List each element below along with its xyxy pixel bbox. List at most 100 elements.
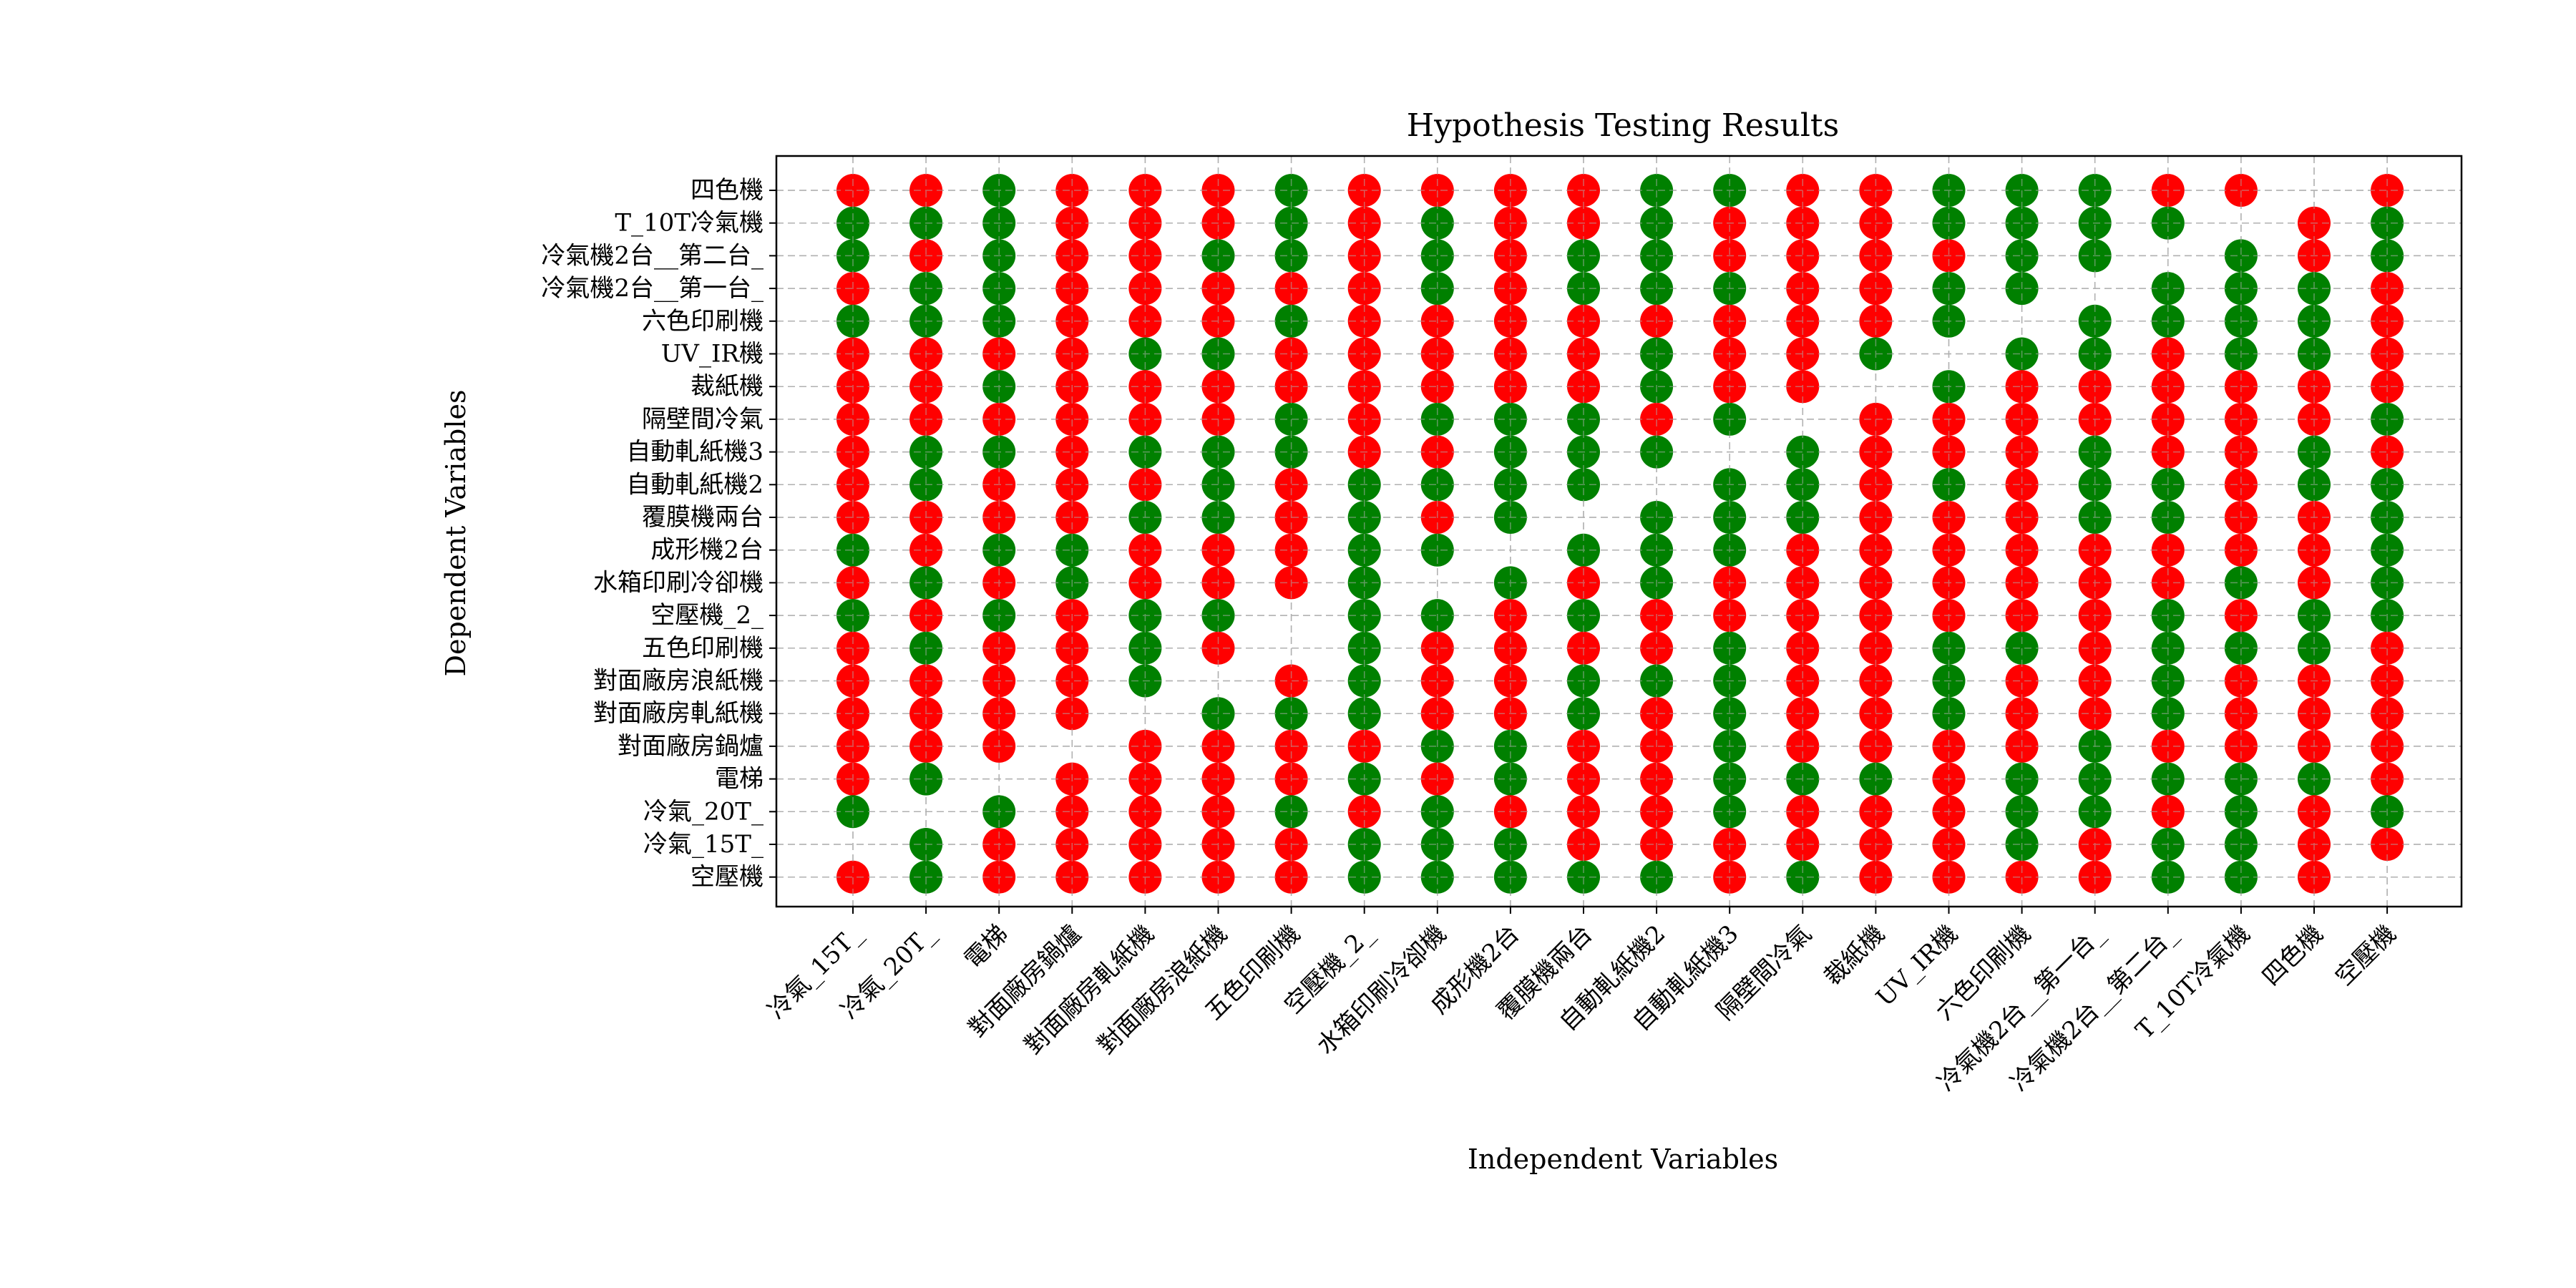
data-point bbox=[2224, 860, 2258, 894]
data-point bbox=[1786, 697, 1820, 731]
data-point bbox=[2005, 697, 2039, 731]
data-point bbox=[1055, 664, 1089, 698]
y-tick-label: 冷氣機2台__第一台_ bbox=[541, 274, 763, 303]
y-tick-label: 冷氣_15T_ bbox=[643, 830, 763, 859]
data-point bbox=[836, 664, 869, 698]
data-point bbox=[1055, 206, 1089, 240]
chart-title: Hypothesis Testing Results bbox=[1407, 107, 1839, 144]
y-tick-label: 五色印刷機 bbox=[642, 634, 763, 663]
data-point bbox=[1055, 402, 1089, 436]
data-point bbox=[2005, 402, 2039, 436]
data-point bbox=[1640, 697, 1674, 731]
x-tick-label: 裁紙機 bbox=[1818, 919, 1890, 991]
data-point bbox=[1420, 468, 1454, 502]
y-tick-label: 自動軋紙機2 bbox=[626, 470, 763, 499]
data-point bbox=[1274, 239, 1308, 273]
data-point bbox=[1640, 239, 1674, 273]
data-point bbox=[1420, 664, 1454, 698]
data-point bbox=[2371, 402, 2404, 436]
y-tick-label: 六色印刷機 bbox=[642, 307, 763, 336]
data-point bbox=[2005, 435, 2039, 469]
x-tick-label: 電梯 bbox=[959, 919, 1013, 974]
data-point bbox=[2371, 468, 2404, 502]
data-point bbox=[1640, 435, 1674, 469]
data-point bbox=[1786, 664, 1820, 698]
data-point bbox=[1274, 402, 1308, 436]
x-tick-label: 對面廠房軋紙機 bbox=[1019, 919, 1160, 1060]
data-point bbox=[1274, 664, 1308, 698]
data-point bbox=[836, 435, 869, 469]
grid bbox=[776, 156, 2462, 907]
y-tick-label: 冷氣_20T_ bbox=[643, 797, 763, 826]
data-point bbox=[1055, 697, 1089, 731]
data-point bbox=[1420, 402, 1454, 436]
data-point bbox=[2005, 239, 2039, 273]
data-point bbox=[2224, 697, 2258, 731]
data-point bbox=[1786, 860, 1820, 894]
data-point bbox=[836, 860, 869, 894]
data-point bbox=[836, 697, 869, 731]
data-point bbox=[1640, 402, 1674, 436]
data-point bbox=[1786, 468, 1820, 502]
data-point bbox=[1786, 239, 1820, 273]
data-point bbox=[2005, 631, 2039, 665]
data-point bbox=[1420, 206, 1454, 240]
data-point bbox=[836, 402, 869, 436]
data-point bbox=[1640, 631, 1674, 665]
data-point bbox=[2371, 435, 2404, 469]
x-axis-label: Independent Variables bbox=[1468, 1143, 1778, 1175]
y-tick-label: 對面廠房鍋爐 bbox=[618, 732, 763, 761]
data-point bbox=[2005, 664, 2039, 698]
data-point bbox=[1640, 860, 1674, 894]
data-point bbox=[2005, 206, 2039, 240]
y-tick-label: T_10T冷氣機 bbox=[615, 209, 763, 238]
data-point bbox=[2224, 435, 2258, 469]
data-point bbox=[1786, 206, 1820, 240]
x-tick-label: 空壓機 bbox=[2330, 919, 2401, 991]
x-tick-label: 四色機 bbox=[2257, 919, 2328, 991]
data-point bbox=[1055, 631, 1089, 665]
data-point bbox=[2224, 239, 2258, 273]
data-point bbox=[1274, 697, 1308, 731]
data-point bbox=[836, 631, 869, 665]
y-axis-label: Dependent Variables bbox=[440, 390, 472, 677]
data-point bbox=[2371, 239, 2404, 273]
data-points bbox=[836, 174, 2404, 894]
data-point bbox=[1055, 468, 1089, 502]
data-point bbox=[1420, 631, 1454, 665]
y-tick-label: 四色機 bbox=[691, 176, 763, 205]
y-tick-label: 冷氣機2台__第二台_ bbox=[541, 241, 763, 270]
data-point bbox=[1055, 239, 1089, 273]
data-point bbox=[1055, 435, 1089, 469]
x-tick-label: 水箱印刷冷卻機 bbox=[1312, 919, 1453, 1060]
data-point bbox=[1420, 435, 1454, 469]
y-tick-label: 對面廠房軋紙機 bbox=[593, 699, 763, 728]
data-point bbox=[1786, 631, 1820, 665]
data-point bbox=[2371, 697, 2404, 731]
data-point bbox=[1640, 664, 1674, 698]
data-point bbox=[1420, 239, 1454, 273]
data-point bbox=[836, 468, 869, 502]
y-tick-label: 隔壁間冷氣 bbox=[642, 405, 763, 434]
data-point bbox=[2224, 402, 2258, 436]
data-point bbox=[1055, 860, 1089, 894]
y-tick-label: 電梯 bbox=[715, 765, 763, 794]
data-point bbox=[2224, 664, 2258, 698]
data-point bbox=[2005, 468, 2039, 502]
data-point bbox=[2224, 468, 2258, 502]
y-tick-label: 成形機2台 bbox=[650, 536, 763, 565]
y-tick-label: 自動軋紙機3 bbox=[626, 438, 763, 467]
data-point bbox=[1420, 860, 1454, 894]
data-point bbox=[1420, 697, 1454, 731]
data-point bbox=[1640, 206, 1674, 240]
x-tick-label: 對面廠房浪紙機 bbox=[1092, 919, 1233, 1060]
grid-overlay bbox=[776, 156, 2462, 907]
data-point bbox=[1786, 435, 1820, 469]
x-tick-labels: 冷氣_15T_冷氣_20T_ 電梯對面廠房鍋爐對面廠房軋紙機對面廠房浪紙機五色印刷… bbox=[762, 907, 2401, 1097]
data-point bbox=[1274, 435, 1308, 469]
data-point bbox=[2005, 860, 2039, 894]
y-tick-label: 空壓機_2_ bbox=[650, 601, 763, 630]
